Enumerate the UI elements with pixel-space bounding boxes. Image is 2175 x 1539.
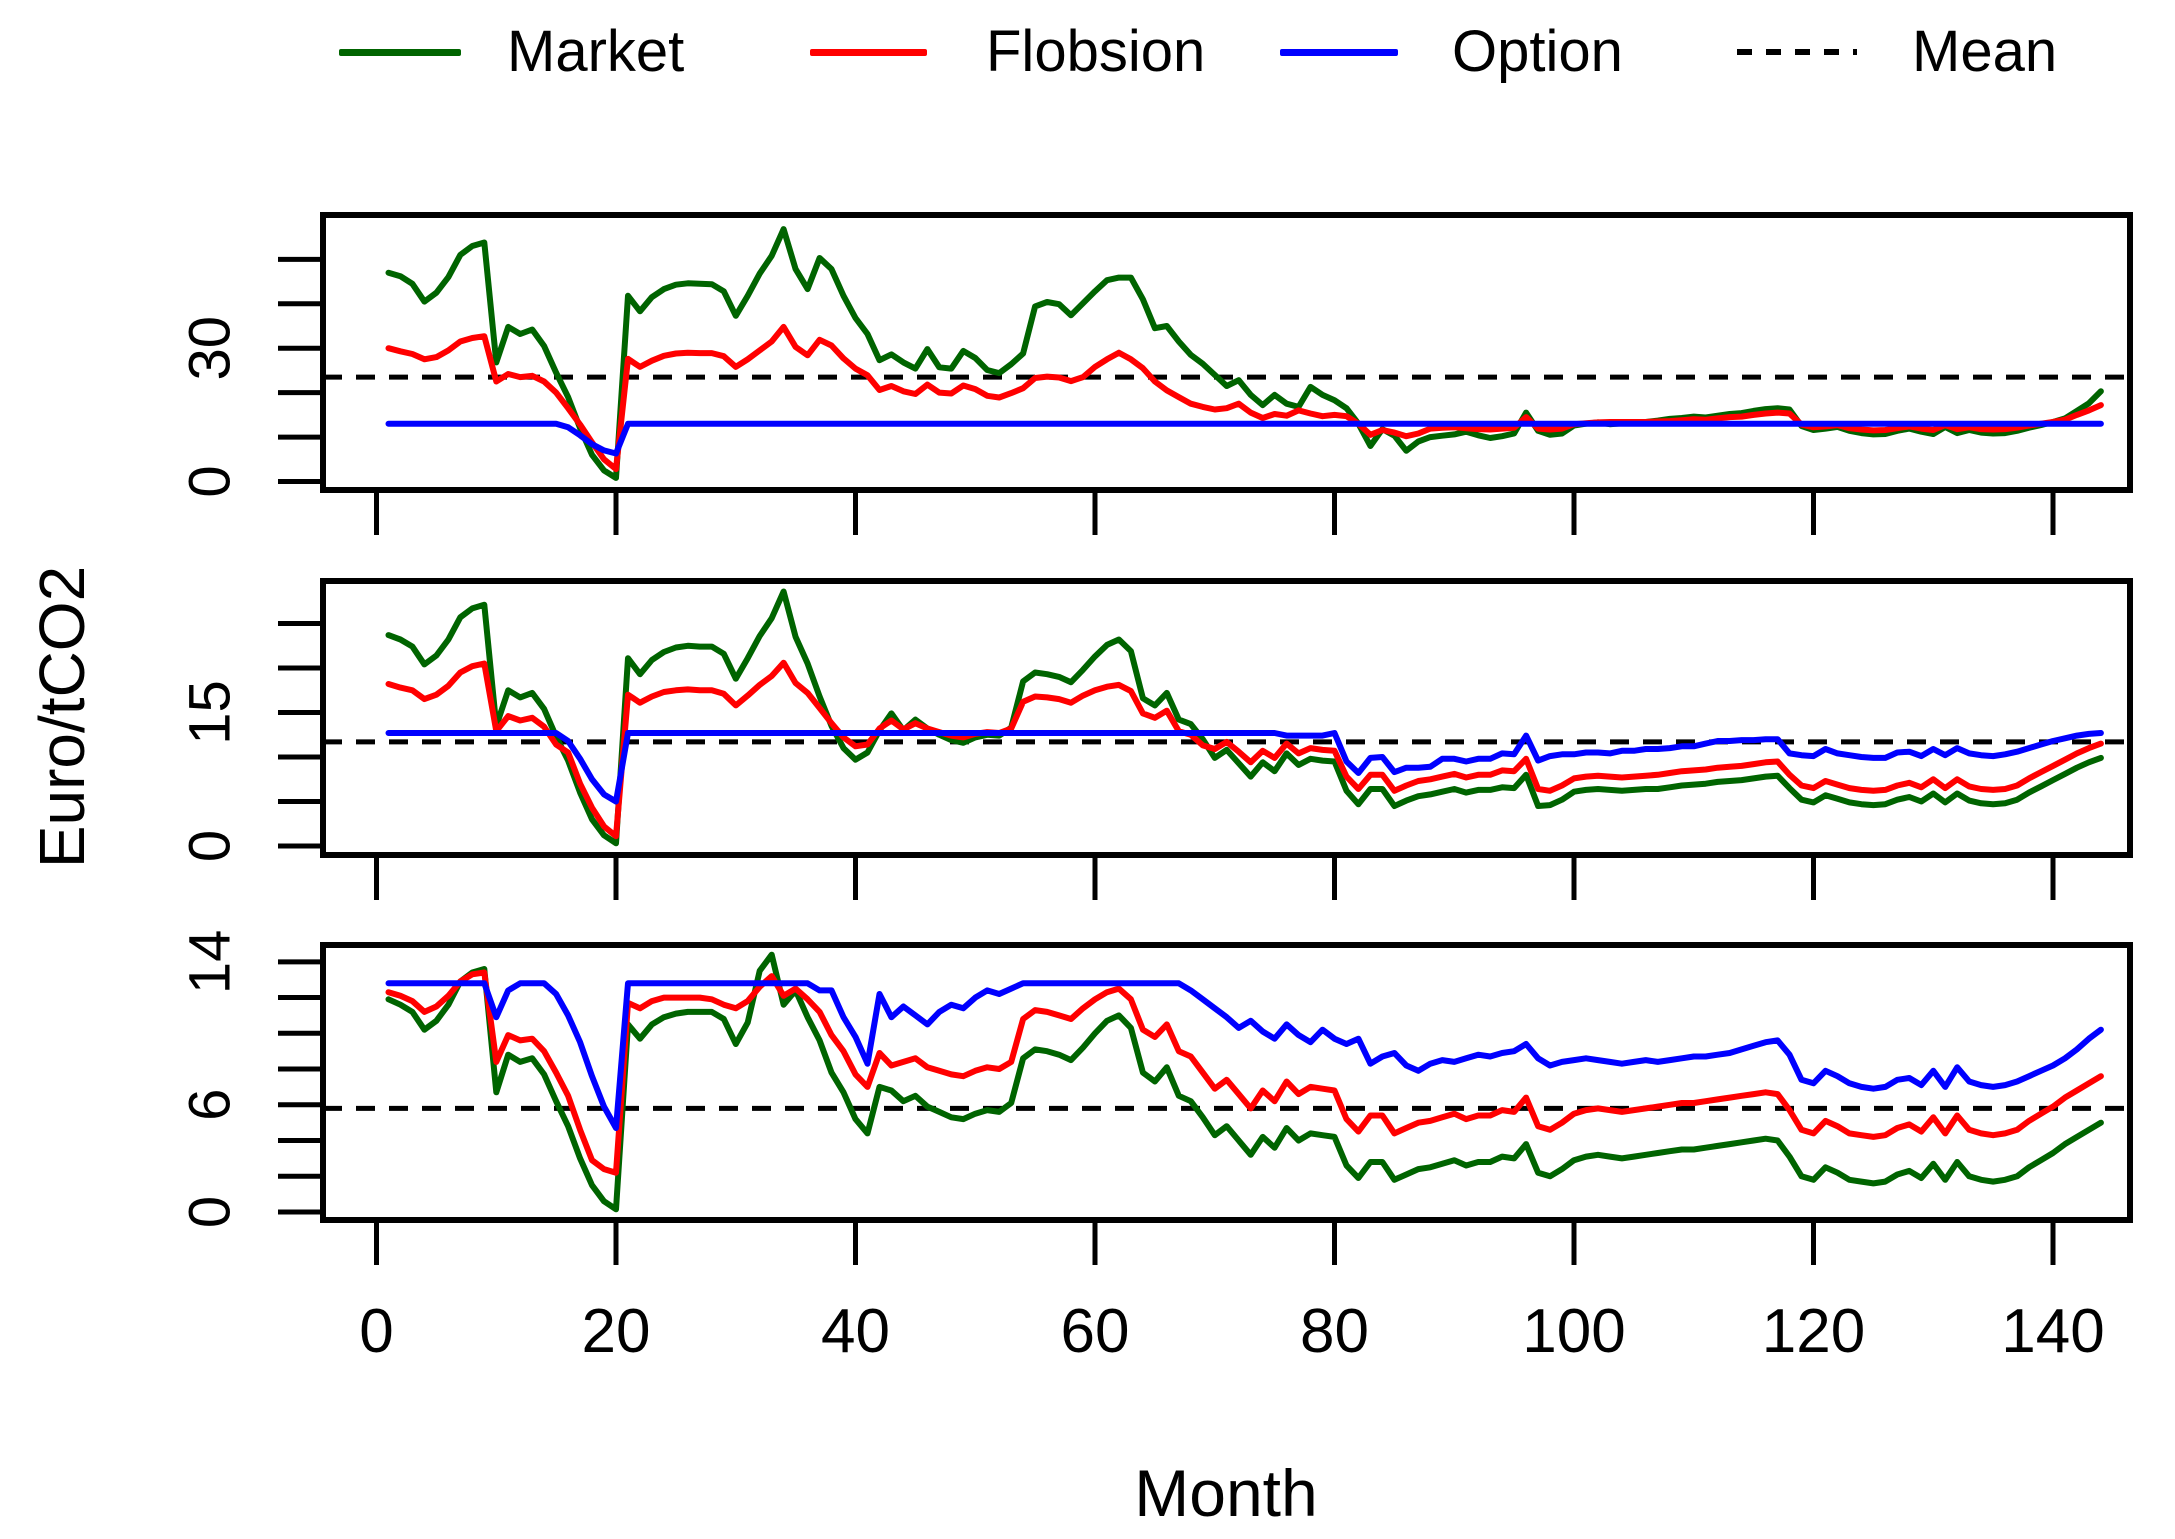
svg-text:15: 15 [178, 680, 243, 745]
svg-text:30: 30 [178, 316, 243, 381]
legend-label-option: Option [1452, 19, 1623, 84]
legend-item-market: Market [339, 14, 684, 90]
legend-item-flobsion: Flobsion [810, 14, 1205, 90]
y-axis-title: Euro/tCO2 [26, 565, 98, 869]
svg-text:0: 0 [178, 1196, 243, 1228]
x-axis-title: Month [1134, 1456, 1318, 1530]
svg-text:0: 0 [178, 465, 243, 497]
svg-text:0: 0 [178, 830, 243, 862]
flobsion-line-icon [810, 48, 927, 56]
svg-text:0: 0 [359, 1297, 393, 1366]
option-line-icon [1280, 48, 1398, 56]
market-line-icon [339, 48, 461, 56]
legend-item-mean: Mean [1737, 14, 2057, 90]
svg-text:80: 80 [1300, 1297, 1369, 1366]
legend-item-option: Option [1280, 14, 1623, 90]
svg-text:6: 6 [178, 1089, 243, 1121]
legend-label-flobsion: Flobsion [986, 19, 1206, 84]
svg-text:140: 140 [2001, 1297, 2104, 1366]
legend: Market Flobsion Option Mean [0, 14, 2175, 90]
svg-text:60: 60 [1061, 1297, 1130, 1366]
legend-label-mean: Mean [1912, 19, 2058, 84]
svg-text:20: 20 [582, 1297, 651, 1366]
mean-dashed-line-icon [1737, 49, 1857, 55]
svg-text:14: 14 [178, 930, 243, 995]
svg-text:40: 40 [821, 1297, 890, 1366]
svg-text:120: 120 [1762, 1297, 1865, 1366]
svg-text:100: 100 [1522, 1297, 1625, 1366]
legend-label-market: Market [507, 19, 685, 84]
